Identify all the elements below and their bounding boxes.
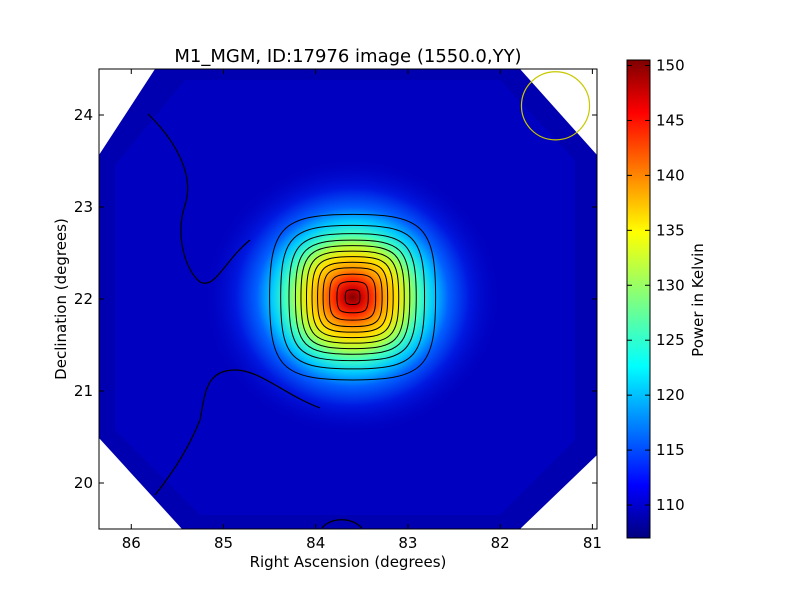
x-tick-label: 83 <box>398 534 417 552</box>
colorbar-tick-label: 150 <box>656 56 685 74</box>
contour-line <box>288 233 417 362</box>
colorbar-tick-label: 145 <box>656 111 685 129</box>
x-tick-label: 81 <box>583 534 602 552</box>
colorbar-tick-label: 130 <box>656 276 685 294</box>
beam-circle <box>520 71 591 141</box>
contour-line <box>294 239 411 355</box>
y-tick-label: 21 <box>74 382 93 400</box>
colorbar-tick-label: 135 <box>656 221 685 239</box>
x-tick-label: 85 <box>214 534 233 552</box>
chart-title: M1_MGM, ID:17976 image (1550.0,YY) <box>174 46 521 67</box>
contour-line <box>300 245 405 350</box>
y-tick-label: 20 <box>74 474 93 492</box>
contour-line <box>269 213 437 381</box>
x-tick-label: 84 <box>306 534 325 552</box>
contour-line <box>329 273 377 321</box>
y-tick-label: 22 <box>74 290 93 308</box>
colorbar-tick-label: 120 <box>656 386 685 404</box>
contour-line <box>311 256 394 339</box>
x-axis-label: Right Ascension (degrees) <box>250 553 447 571</box>
contour-line <box>280 224 426 370</box>
x-tick-label: 86 <box>122 534 141 552</box>
y-tick-label: 23 <box>74 198 93 216</box>
colorbar-tick-label: 140 <box>656 166 685 184</box>
colorbar-ticks: 110 115 120 125 130 135 140 145 150 <box>627 56 685 514</box>
colorbar-tick-label: 115 <box>656 441 685 459</box>
contour-line <box>344 289 361 306</box>
contour-line <box>317 261 389 333</box>
contour-line <box>322 267 383 328</box>
contour-lines <box>269 213 437 381</box>
contour-outer-south <box>154 369 321 496</box>
contour-line <box>336 281 369 314</box>
contour-outer-west <box>147 113 251 284</box>
colorbar <box>626 59 651 539</box>
x-axis-ticks: 86 85 84 83 82 81 <box>122 69 602 552</box>
y-axis-ticks: 20 21 22 23 24 <box>74 106 597 492</box>
colorbar-tick-label: 125 <box>656 331 685 349</box>
colorbar-tick-label: 110 <box>656 496 685 514</box>
y-tick-label: 24 <box>74 106 93 124</box>
source-emission <box>202 157 503 438</box>
contour-bottom-arc <box>321 519 363 529</box>
x-tick-label: 82 <box>491 534 510 552</box>
colorbar-label: Power in Kelvin <box>689 243 707 357</box>
y-axis-label: Declination (degrees) <box>52 218 70 380</box>
contour-line <box>305 250 400 344</box>
